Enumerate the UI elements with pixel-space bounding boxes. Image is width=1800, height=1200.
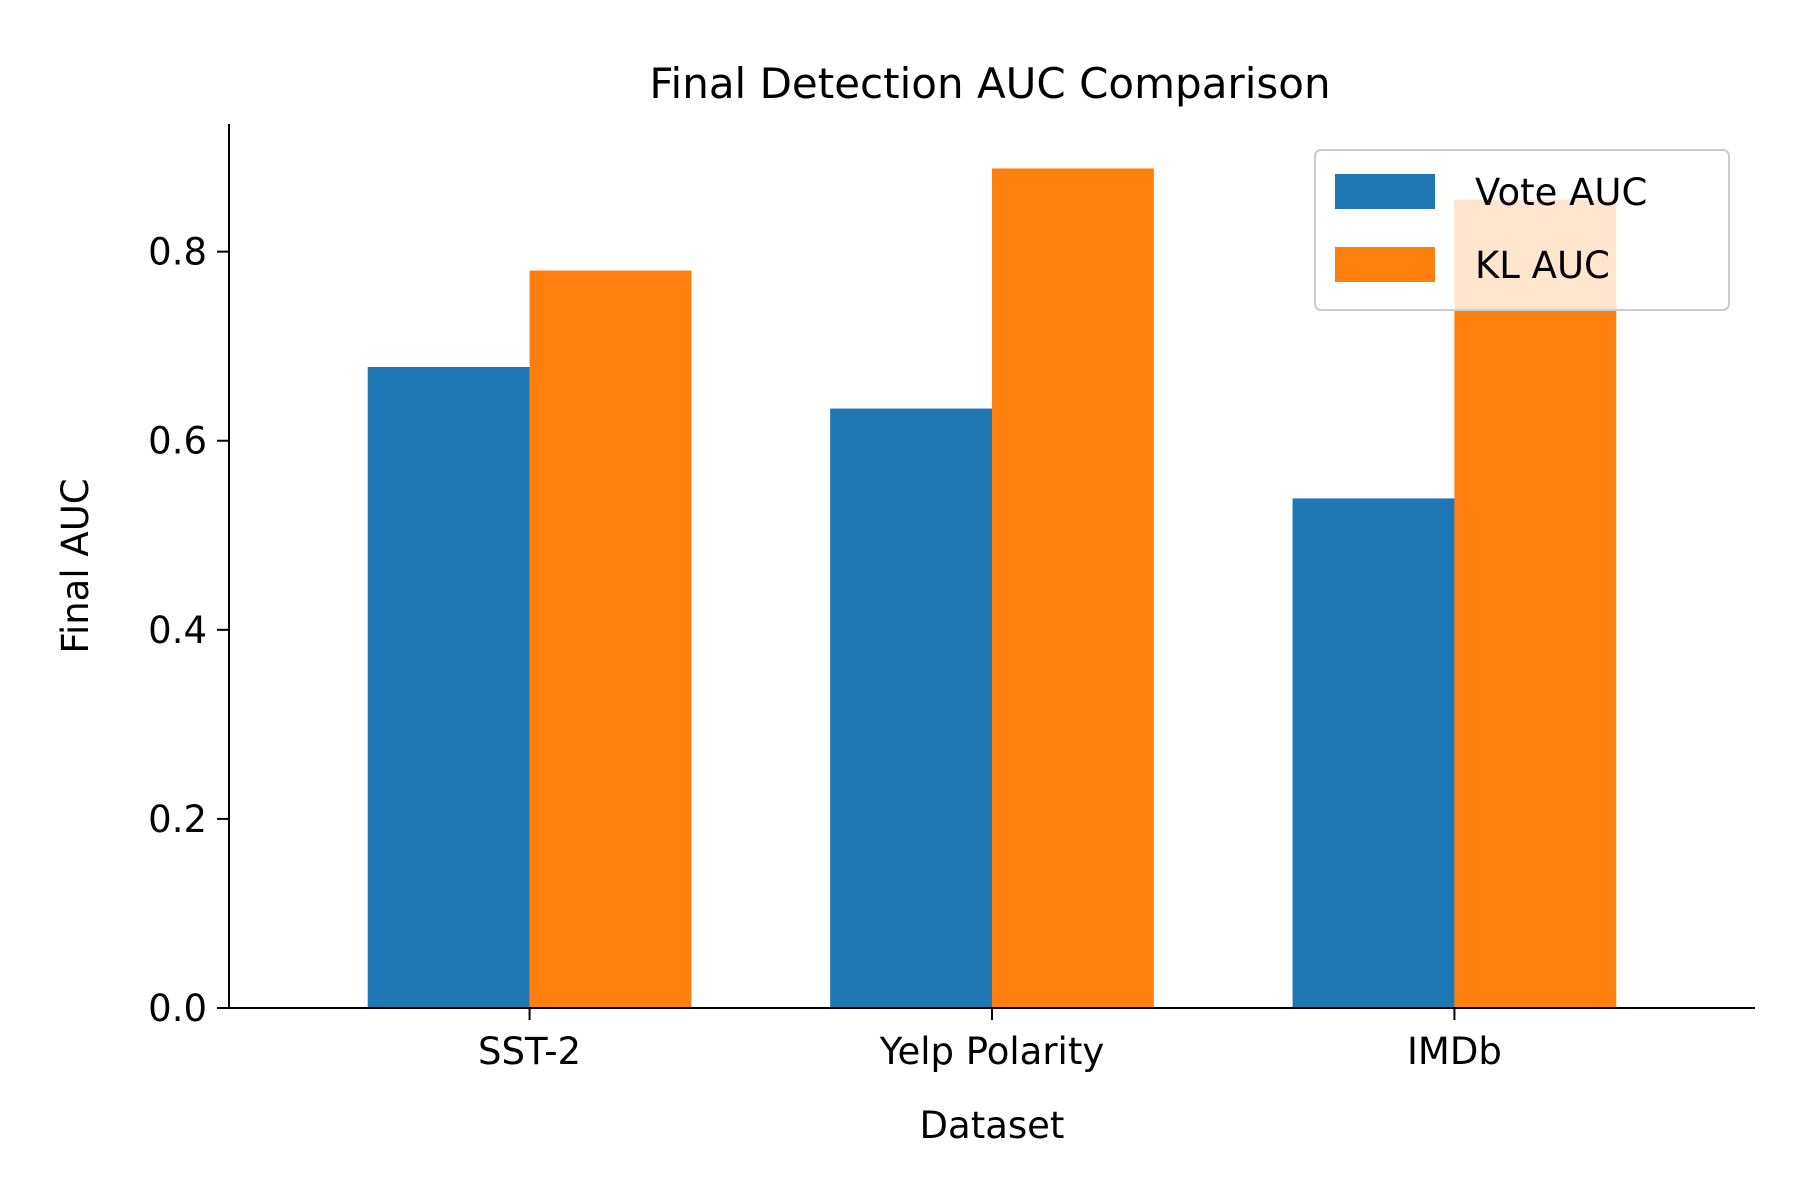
legend-swatch-kl-auc (1335, 247, 1435, 282)
bar-kl-auc-imdb (1454, 199, 1617, 1008)
bar-vote-auc-imdb (1292, 498, 1455, 1008)
x-tick-label: IMDb (1407, 1030, 1502, 1073)
y-axis-label: Final AUC (54, 478, 97, 653)
x-ticks: SST-2 Yelp Polarity IMDb (478, 1008, 1502, 1073)
chart-title: Final Detection AUC Comparison (649, 59, 1330, 108)
legend-swatch-vote-auc (1335, 174, 1435, 209)
legend-label-kl-auc: KL AUC (1475, 244, 1610, 287)
y-tick-label: 0.4 (148, 609, 207, 652)
y-tick-label: 0.0 (148, 987, 207, 1030)
y-tick-label: 0.2 (148, 798, 207, 841)
bar-vote-auc-yelp-polarity (830, 408, 992, 1009)
bar-kl-auc-sst-2 (529, 270, 692, 1008)
legend-label-vote-auc: Vote AUC (1475, 171, 1647, 214)
x-axis-label: Dataset (920, 1104, 1065, 1147)
legend: Vote AUC KL AUC (1314, 149, 1730, 311)
y-tick-label: 0.8 (148, 231, 207, 274)
bar-kl-auc-yelp-polarity (992, 168, 1154, 1008)
x-tick-label: SST-2 (478, 1030, 581, 1073)
y-tick-label: 0.6 (148, 420, 207, 463)
bar-vote-auc-sst-2 (367, 366, 530, 1009)
bars-layer (367, 168, 1617, 1009)
x-tick-label: Yelp Polarity (879, 1030, 1104, 1073)
y-ticks: 0.0 0.2 0.4 0.6 0.8 (148, 231, 229, 1030)
